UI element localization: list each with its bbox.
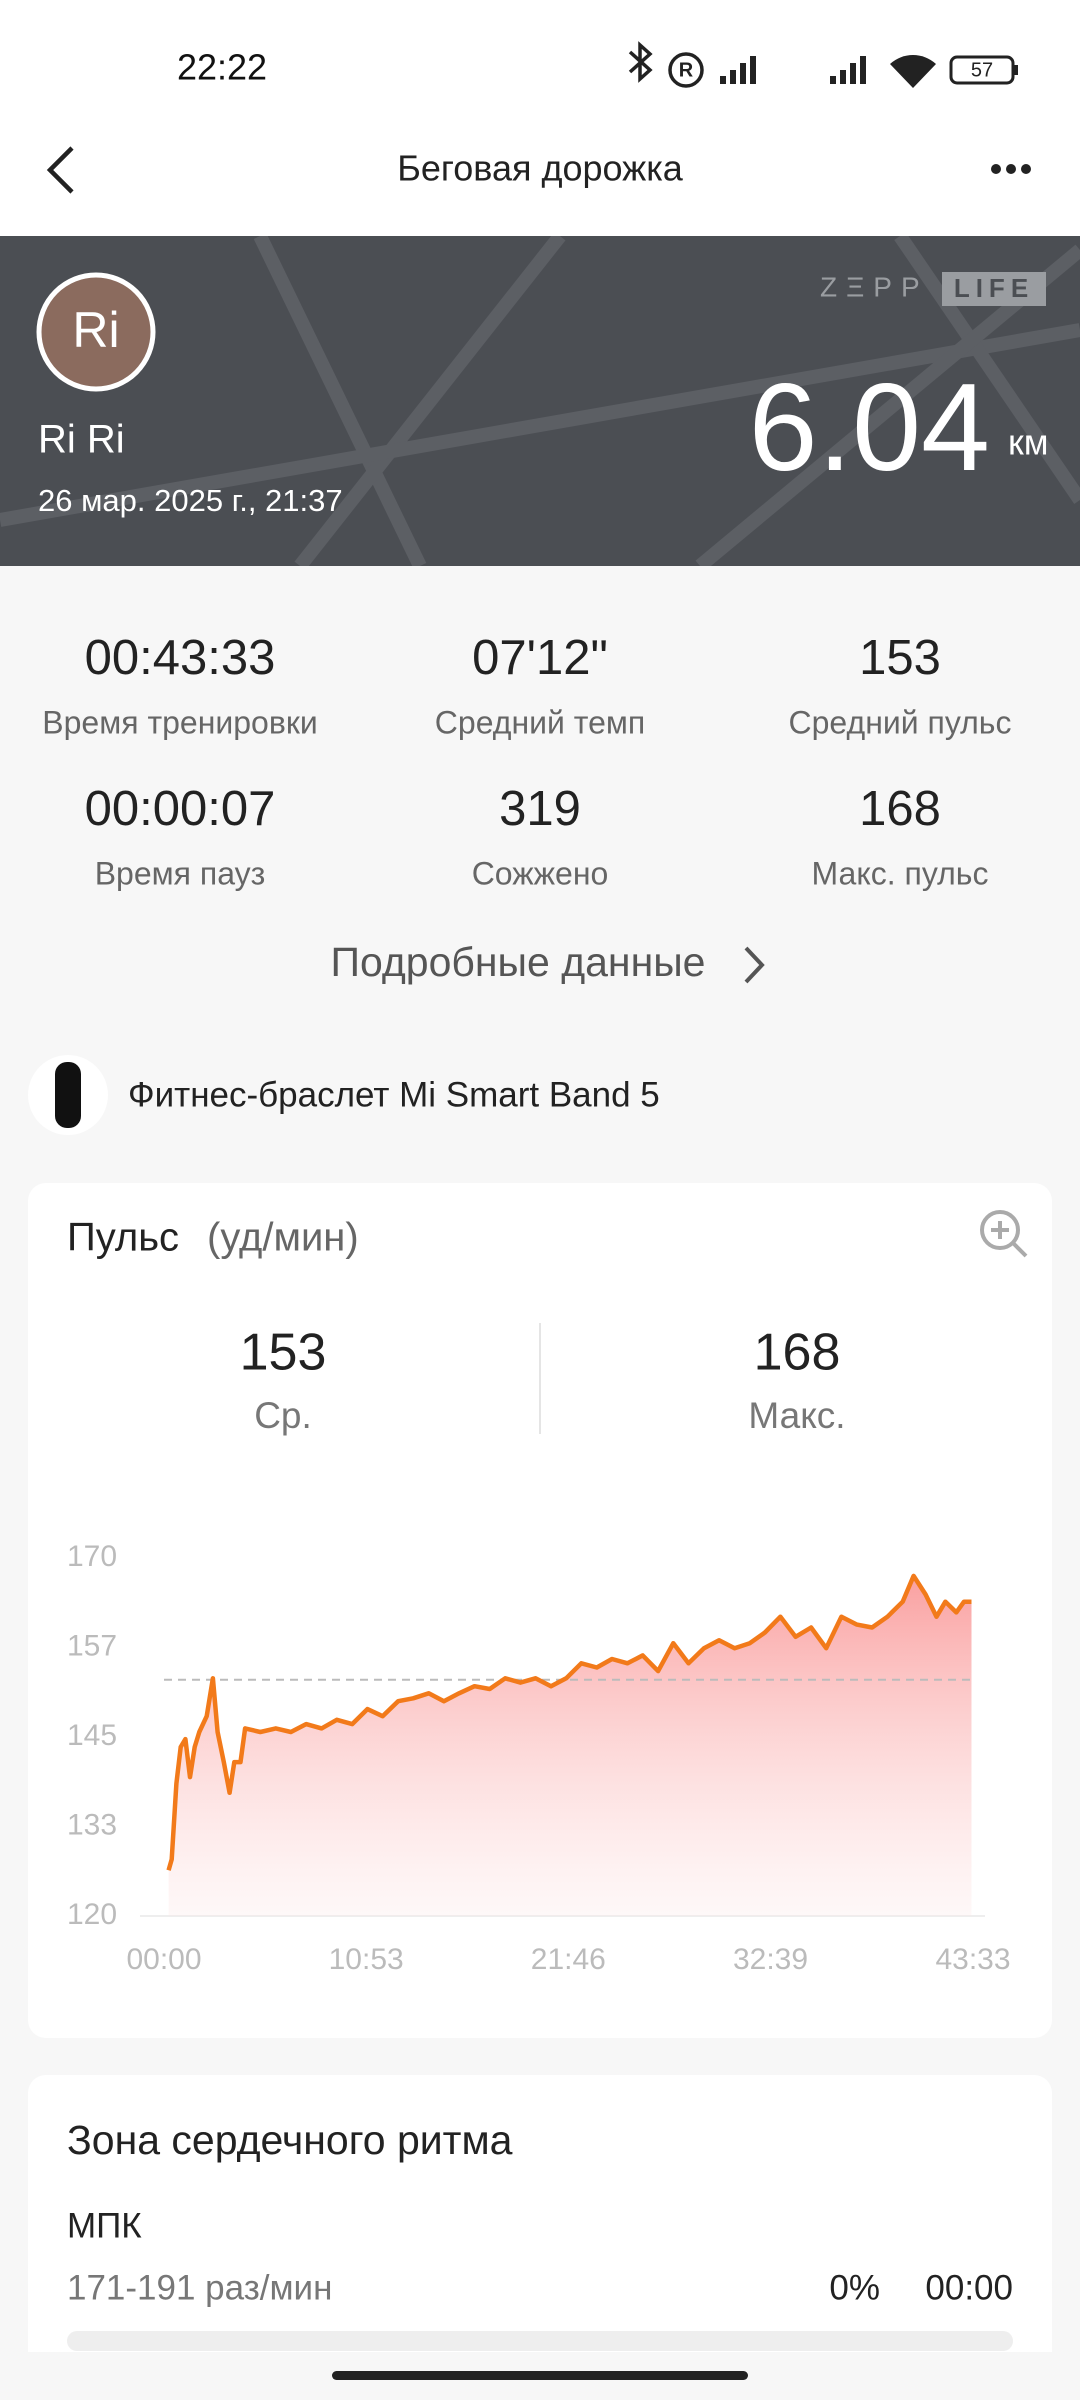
workout-date: 26 мар. 2025 г., 21:37 <box>38 483 343 518</box>
status-icons: R 57 <box>628 41 1018 88</box>
max-label: Макс. <box>748 1395 845 1436</box>
zone-card <box>28 2075 1052 2400</box>
pulse-line <box>166 1573 972 1871</box>
stat-label: Время пауз <box>95 855 266 891</box>
x-tick-label: 00:00 <box>126 1943 201 1976</box>
y-tick-label: 157 <box>67 1629 117 1662</box>
more-button[interactable] <box>991 164 1031 174</box>
y-tick-label: 120 <box>67 1898 117 1931</box>
x-tick-label: 10:53 <box>329 1943 404 1976</box>
zone-time: 00:00 <box>925 2268 1013 2307</box>
y-tick-label: 170 <box>67 1540 117 1573</box>
stat-label: Сожжено <box>472 855 609 891</box>
stat-value: 319 <box>499 782 581 836</box>
zone-range: 171-191 раз/мин <box>67 2268 332 2307</box>
pulse-unit: (уд/мин) <box>207 1216 359 1260</box>
back-button[interactable] <box>46 146 74 194</box>
top-bg <box>0 0 1080 236</box>
avg-label: Ср. <box>254 1395 312 1436</box>
zone-percent: 0% <box>829 2268 880 2307</box>
pulse-chart: 120 133 145 157 170 00:00 10:53 21:46 32:39 43:33 <box>67 1540 1011 1976</box>
logo-box <box>942 272 1046 306</box>
details-link[interactable]: Подробные данные <box>331 939 706 985</box>
stat-label: Средний темп <box>435 704 645 740</box>
x-tick-label: 43:33 <box>935 1943 1010 1976</box>
details-arrow[interactable] <box>744 946 765 984</box>
banner <box>0 236 1080 566</box>
zone-progress <box>67 2331 1013 2351</box>
stat-label: Время тренировки <box>42 704 317 740</box>
avatar-initials: Ri <box>72 302 119 358</box>
distance-value: 6.04 <box>749 359 990 497</box>
y-tick-label: 133 <box>67 1808 117 1841</box>
x-tick-label: 21:46 <box>531 1943 606 1976</box>
avatar[interactable] <box>36 272 156 392</box>
avg-value: 153 <box>240 1324 327 1382</box>
stat-value: 153 <box>859 631 941 685</box>
pulse-title: Пульс <box>67 1216 179 1260</box>
x-tick-label: 32:39 <box>733 1943 808 1976</box>
stat-label: Средний пульс <box>789 704 1012 740</box>
stat-value: 168 <box>859 782 941 836</box>
distance-unit: км <box>1008 422 1049 463</box>
stat-label: Макс. пульс <box>812 855 989 891</box>
header-title: Беговая дорожка <box>397 148 684 189</box>
stat-value: 07'12" <box>472 631 608 685</box>
pulse-area <box>168 1575 972 1916</box>
status-time: 22:22 <box>177 47 267 88</box>
device-name: Фитнес-браслет Mi Smart Band 5 <box>128 1075 660 1114</box>
device-icon <box>55 1062 81 1128</box>
max-value: 168 <box>754 1324 841 1382</box>
zone-title: Зона сердечного ритма <box>67 2117 513 2163</box>
home-indicator[interactable] <box>332 2371 748 2380</box>
logo-zepp: ZΞPP <box>820 271 929 302</box>
zoom-button[interactable] <box>980 1210 1028 1258</box>
logo-life: LIFE <box>954 273 1034 303</box>
battery-level: 57 <box>971 59 993 81</box>
svg-text:R: R <box>679 59 694 81</box>
stat-value: 00:43:33 <box>85 631 276 685</box>
zone-name: МПК <box>67 2206 142 2245</box>
y-tick-label: 145 <box>67 1719 117 1752</box>
stats-grid: 00:43:33 Время тренировки 07'12" Средний те… <box>42 631 1011 892</box>
user-name: Ri Ri <box>38 418 125 462</box>
stat-value: 00:00:07 <box>85 782 276 836</box>
